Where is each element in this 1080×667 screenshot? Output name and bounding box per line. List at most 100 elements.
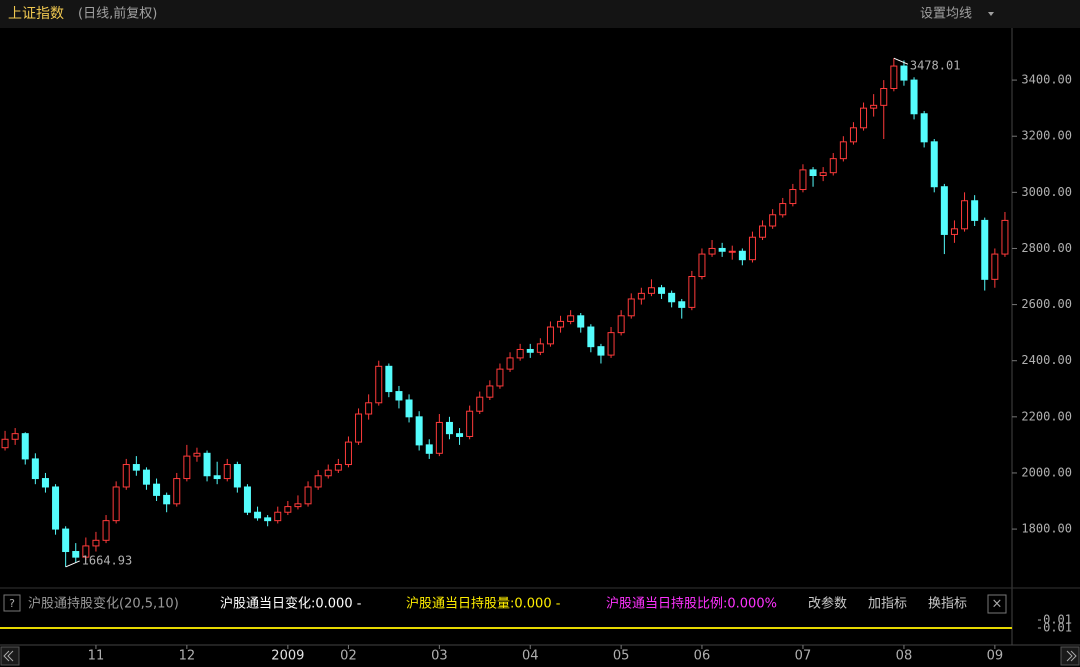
x-tick-label: 07 [795,649,812,664]
indicator-button[interactable]: 换指标 [928,597,967,612]
candle-body [456,433,464,437]
candle-body [829,158,837,174]
x-tick-label: 2009 [271,649,304,664]
candle-body [637,292,645,300]
help-button[interactable] [3,594,21,612]
candle-body [223,464,231,480]
indicator-item: 沪股通当日持股量:0.000 - [406,596,561,612]
candle-body [567,315,575,322]
candle-body [506,357,514,370]
ma-setting[interactable]: 设置均线 [920,7,972,22]
candle-body [243,486,251,513]
candle-body [607,332,615,356]
candle-body [688,276,696,308]
candle-body [597,346,605,356]
indicator-item: 沪股通当日持股比例:0.000% [606,596,777,612]
close-icon[interactable]: × [992,597,1003,612]
x-tick-label: 04 [522,649,539,664]
candle-body [961,200,969,230]
candle-body [415,416,423,446]
candle-body [769,214,777,227]
candle-body [264,517,272,522]
candle-body [910,79,918,115]
x-tick-label: 09 [987,649,1004,664]
max-annotation: 3478.01 [910,59,961,73]
x-tick-label: 06 [694,649,711,664]
candle-body [294,503,302,508]
indicator-button[interactable]: 加指标 [868,597,907,612]
x-tick-label: 03 [431,649,448,664]
candle-body [183,455,191,480]
candle-body [284,506,292,513]
candle-body [748,236,756,261]
candle-body [779,203,787,216]
annotation-arrow [65,560,80,568]
help-icon[interactable]: ? [9,597,15,610]
indicator-scale-label: -0.01 [1036,621,1072,635]
candle-body [173,478,181,505]
candle-body [324,469,332,477]
candle-body [435,421,443,454]
candle-body [647,287,655,294]
candle-body [1001,219,1009,255]
candle-body [819,172,827,176]
scroll-left-icon[interactable] [3,650,14,662]
candle-body [41,478,49,488]
candle-body [577,315,585,328]
candle-body [375,365,383,404]
candle-body [668,292,676,303]
candle-body [526,348,534,353]
candle-body [445,421,453,435]
candle-body [839,141,847,160]
min-annotation: 1664.93 [82,553,133,567]
candle-body [132,464,140,471]
candle-body [344,441,352,466]
close-button[interactable] [987,594,1007,614]
y-tick-label: 1800.00 [1021,522,1072,536]
candle-body [981,219,989,280]
candle-body [62,528,70,553]
candle-body [920,113,928,143]
candle-body [385,365,393,393]
candle-body [1,438,9,449]
candle-body [627,298,635,317]
candle-body [355,413,363,443]
candle-body [658,287,666,294]
candle-body [486,385,494,398]
candle-body [274,511,282,522]
scroll-right[interactable] [1060,646,1080,666]
y-tick-label: 2200.00 [1021,409,1072,423]
candle-body [809,169,817,176]
indicator-name: 沪股通持股变化(20,5,10) [28,596,179,612]
candle-body [31,458,39,480]
candle-body [860,107,868,129]
candle-body [759,225,767,238]
indicator-scale-label: -0.01 [1036,613,1072,627]
candle-body [365,402,373,415]
candle-body [940,186,948,235]
indicator-button[interactable]: 改参数 [808,596,847,612]
x-tick-label: 02 [340,649,357,664]
candle-body [617,315,625,334]
candle-body [708,247,716,255]
y-tick-label: 2000.00 [1021,465,1072,479]
scroll-left[interactable] [0,646,20,666]
y-tick-label: 2400.00 [1021,353,1072,367]
candle-body [466,410,474,437]
chart-title: 上证指数 [8,6,64,22]
candle-body [11,433,19,440]
candle-body [849,127,857,143]
candle-body [142,469,150,485]
dropdown-arrow[interactable] [988,12,994,16]
candle-body [587,326,595,348]
y-tick-label: 2600.00 [1021,297,1072,311]
candle-body [718,247,726,252]
candle-body [546,326,554,345]
candle-body [698,253,706,278]
candle-body [254,511,262,519]
scroll-right-icon[interactable] [1066,650,1077,662]
candle-body [799,169,807,191]
candle-body [153,483,161,496]
chart-subtitle: (日线,前复权) [78,6,157,22]
candle-body [476,396,484,412]
